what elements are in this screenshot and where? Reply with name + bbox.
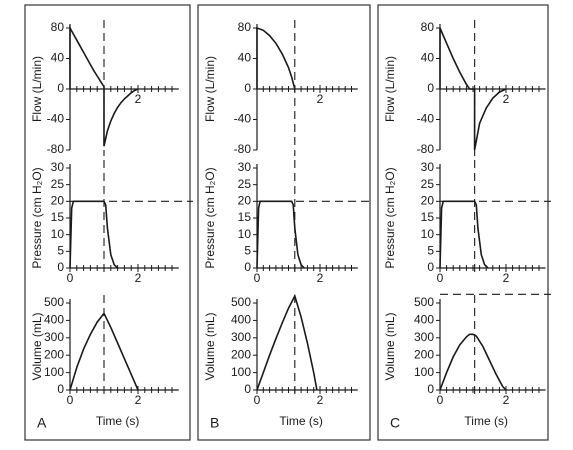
panel-label: C	[390, 415, 400, 431]
x-tick-label: 0	[254, 271, 261, 285]
y-tick-label: 0	[244, 81, 251, 95]
y-tick-label: 100	[414, 365, 434, 379]
y-tick-label: 30	[51, 160, 65, 174]
y-tick-label: 15	[421, 210, 435, 224]
y-tick-label: 25	[51, 177, 65, 191]
y-tick-label: 300	[231, 330, 251, 344]
y-tick-label: 80	[421, 20, 435, 34]
x-axis-label: Time (s)	[96, 414, 140, 428]
y-axis-label: Pressure (cm H₂O)	[383, 167, 397, 268]
panel-label: A	[37, 415, 47, 431]
x-tick-label: 2	[135, 92, 142, 106]
y-tick-label: 5	[244, 244, 251, 258]
y-tick-label: -40	[417, 112, 435, 126]
y-tick-label: 200	[414, 347, 434, 361]
x-tick-label: 0	[254, 393, 261, 407]
y-tick-label: 25	[238, 177, 252, 191]
waveform	[69, 311, 139, 391]
y-tick-label: 20	[238, 194, 252, 208]
x-axis-label: Time (s)	[464, 414, 508, 428]
y-tick-label: 80	[238, 20, 252, 34]
y-tick-label: 500	[231, 295, 251, 309]
x-axis-label: Time (s)	[279, 414, 323, 428]
y-tick-label: 40	[51, 51, 65, 65]
y-tick-label: -80	[47, 142, 65, 156]
waveform	[439, 27, 507, 151]
y-tick-label: 25	[421, 177, 435, 191]
y-tick-label: 30	[238, 160, 252, 174]
panel-label: B	[210, 415, 219, 431]
y-tick-label: 0	[244, 382, 251, 396]
y-tick-label: -40	[234, 112, 252, 126]
y-tick-label: 100	[231, 365, 251, 379]
panel-frame	[377, 4, 549, 441]
y-axis-label: Volume (mL)	[30, 312, 44, 380]
y-tick-label: 20	[51, 194, 65, 208]
x-tick-label: 2	[317, 92, 324, 106]
y-tick-label: -80	[417, 142, 435, 156]
waveform	[256, 26, 296, 90]
x-tick-label: 2	[135, 271, 142, 285]
y-axis-label: Flow (L/min)	[203, 56, 217, 122]
y-tick-label: 0	[244, 260, 251, 274]
y-tick-label: 400	[231, 313, 251, 327]
y-tick-label: 10	[421, 227, 435, 241]
y-tick-label: 500	[414, 295, 434, 309]
waveform	[69, 24, 139, 147]
y-tick-label: 400	[44, 313, 64, 327]
y-tick-label: 0	[427, 260, 434, 274]
y-tick-label: 10	[238, 227, 252, 241]
x-tick-label: 2	[503, 271, 510, 285]
x-tick-label: 2	[135, 393, 142, 407]
y-tick-label: 300	[44, 330, 64, 344]
waveform	[69, 200, 119, 269]
x-tick-label: 0	[437, 393, 444, 407]
y-tick-label: 20	[421, 194, 435, 208]
y-tick-label: 200	[231, 347, 251, 361]
y-tick-label: 80	[51, 20, 65, 34]
y-tick-label: 100	[44, 365, 64, 379]
x-tick-label: 2	[317, 393, 324, 407]
y-tick-label: 10	[51, 227, 65, 241]
y-axis-label: Pressure (cm H₂O)	[30, 167, 44, 268]
y-axis-label: Flow (L/min)	[30, 56, 44, 122]
waveform	[439, 200, 489, 269]
y-tick-label: -40	[47, 112, 65, 126]
y-tick-label: 0	[427, 382, 434, 396]
y-tick-label: 15	[51, 210, 65, 224]
y-tick-label: -80	[234, 142, 252, 156]
panel-frame	[197, 4, 371, 441]
x-tick-label: 2	[503, 92, 510, 106]
y-tick-label: 300	[414, 330, 434, 344]
y-tick-label: 0	[57, 382, 64, 396]
y-axis-label: Volume (mL)	[383, 312, 397, 380]
y-tick-label: 0	[57, 81, 64, 95]
y-tick-label: 40	[238, 51, 252, 65]
y-axis-label: Flow (L/min)	[383, 56, 397, 122]
y-tick-label: 0	[427, 81, 434, 95]
y-tick-label: 5	[427, 244, 434, 258]
waveform	[256, 293, 318, 391]
y-tick-label: 5	[57, 244, 64, 258]
y-tick-label: 40	[421, 51, 435, 65]
y-tick-label: 30	[421, 160, 435, 174]
y-tick-label: 0	[57, 260, 64, 274]
y-tick-label: 200	[44, 347, 64, 361]
y-tick-label: 500	[44, 295, 64, 309]
y-axis-label: Volume (mL)	[203, 312, 217, 380]
y-axis-label: Pressure (cm H₂O)	[203, 167, 217, 268]
x-tick-label: 2	[503, 393, 510, 407]
waveform	[439, 333, 507, 391]
y-tick-label: 400	[414, 313, 434, 327]
x-tick-label: 0	[67, 271, 74, 285]
x-tick-label: 0	[437, 271, 444, 285]
x-tick-label: 2	[317, 271, 324, 285]
waveform	[256, 200, 305, 269]
x-tick-label: 0	[67, 393, 74, 407]
panel-frame	[24, 4, 191, 441]
y-tick-label: 15	[238, 210, 252, 224]
